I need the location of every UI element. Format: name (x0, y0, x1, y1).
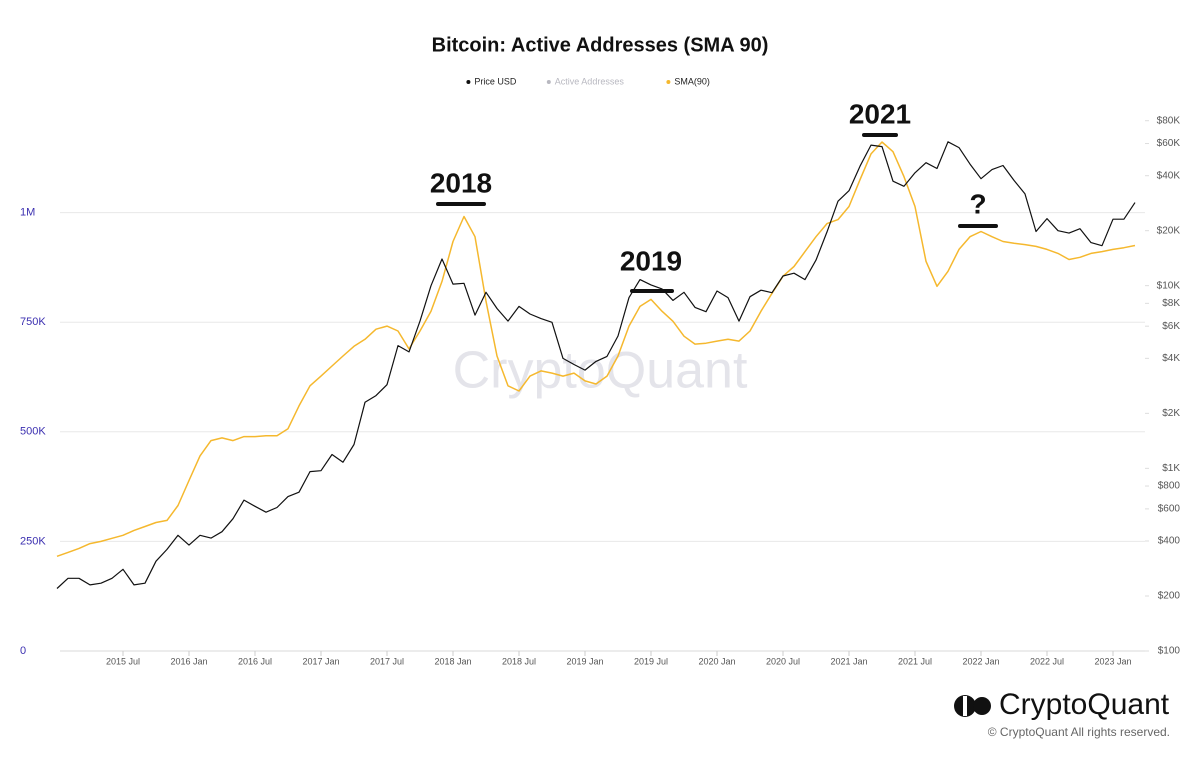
y2-tick-label: $20K (1157, 225, 1181, 236)
y2-tick-label: $1K (1162, 463, 1180, 474)
x-tick-label: 2020 Jul (766, 656, 800, 666)
x-tick-label: 2019 Jul (634, 656, 668, 666)
y2-tick-label: $40K (1157, 170, 1181, 181)
x-tick-label: 2023 Jan (1094, 656, 1131, 666)
y2-tick-label: $400 (1158, 536, 1181, 547)
y2-tick-label: $600 (1158, 503, 1181, 514)
x-tick-label: 2018 Jul (502, 656, 536, 666)
y2-tick-label: $2K (1162, 408, 1180, 419)
x-tick-label: 2019 Jan (566, 656, 603, 666)
annotation: 2019 (620, 245, 682, 276)
x-tick-label: 2016 Jul (238, 656, 272, 666)
y-tick-label: 0 (20, 645, 26, 657)
y2-tick-label: $10K (1157, 280, 1181, 291)
x-tick-label: 2016 Jan (170, 656, 207, 666)
legend-swatch (466, 80, 471, 84)
copyright: © CryptoQuant All rights reserved. (988, 725, 1170, 739)
brand-name: CryptoQuant (999, 688, 1170, 721)
y2-tick-label: $8K (1162, 298, 1180, 309)
legend-label: SMA(90) (674, 76, 710, 86)
x-tick-label: 2017 Jan (302, 656, 339, 666)
y-tick-label: 500K (20, 426, 46, 438)
x-tick-label: 2015 Jul (106, 656, 140, 666)
chart-title: Bitcoin: Active Addresses (SMA 90) (432, 34, 769, 56)
series-line (56, 141, 1136, 589)
annotation: 2018 (430, 167, 492, 198)
y2-tick-label: $200 (1158, 591, 1181, 602)
y-tick-label: 750K (20, 316, 46, 328)
legend-swatch (666, 80, 671, 84)
y2-tick-label: $60K (1157, 138, 1181, 149)
y2-tick-label: $80K (1157, 115, 1181, 126)
x-tick-label: 2020 Jan (698, 656, 735, 666)
x-tick-label: 2017 Jul (370, 656, 404, 666)
y2-tick-label: $100 (1158, 646, 1181, 657)
y2-tick-label: $6K (1162, 321, 1180, 332)
logo-mark (973, 697, 991, 715)
legend-label: Price USD (474, 76, 517, 86)
x-tick-label: 2022 Jan (962, 656, 999, 666)
brand-logo (954, 695, 991, 717)
y-tick-label: 250K (20, 535, 46, 547)
annotation: 2021 (849, 98, 911, 129)
y2-tick-label: $800 (1158, 481, 1181, 492)
watermark: CryptoQuant (453, 342, 748, 400)
y-tick-label: 1M (20, 207, 35, 219)
series-line (56, 141, 1136, 558)
x-tick-label: 2018 Jan (434, 656, 471, 666)
plot-area: 0 250K 500K 750K 1M $100 $200 $400 $600 $800 $1K $2… (20, 76, 1180, 666)
legend-swatch (546, 80, 551, 84)
legend-label: Active Addresses (555, 76, 625, 86)
x-tick-label: 2022 Jul (1030, 656, 1064, 666)
y2-tick-label: $4K (1162, 353, 1180, 364)
annotation: ? (969, 188, 986, 219)
x-tick-label: 2021 Jul (898, 656, 932, 666)
logo-mark (963, 696, 967, 716)
x-tick-label: 2021 Jan (830, 656, 867, 666)
